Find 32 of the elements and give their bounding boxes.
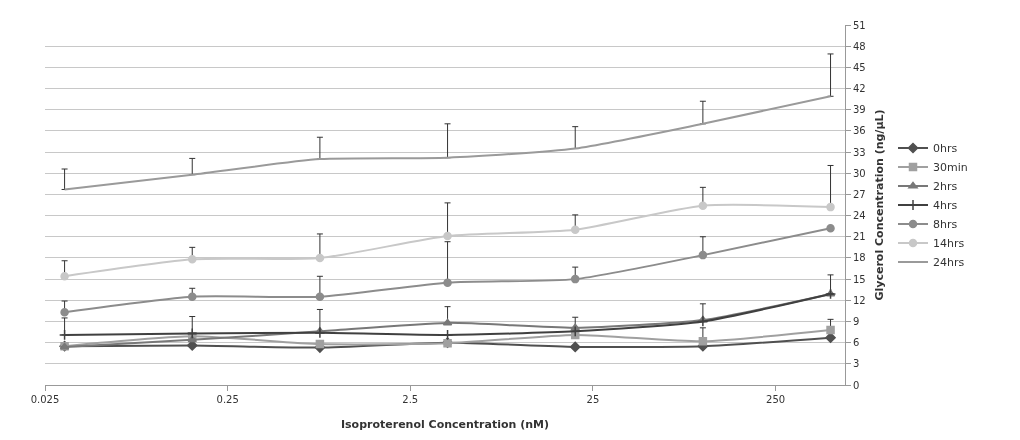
y-tick-label: 51 <box>853 19 866 31</box>
y-tick-label: 9 <box>853 315 860 327</box>
legend-label: 4hrs <box>933 199 958 213</box>
y-tick-label: 48 <box>853 40 866 52</box>
y-tick-label: 3 <box>853 358 860 370</box>
y-tick-label: 6 <box>853 337 860 349</box>
y-tick-label: 18 <box>853 252 866 264</box>
y-tick-label: 39 <box>853 104 866 116</box>
y-tick-label: 27 <box>853 188 866 200</box>
x-tick-label: 2.5 <box>402 394 419 405</box>
y-tick-label: 24 <box>853 210 866 222</box>
y-tick-label: 12 <box>853 294 866 306</box>
y-tick-label: 33 <box>853 146 866 158</box>
y-tick-label: 45 <box>853 61 866 73</box>
legend-label: 24hrs <box>933 256 965 270</box>
y-tick-label: 30 <box>853 167 866 179</box>
y-tick-label: 36 <box>853 125 866 137</box>
y-tick-label: 15 <box>853 273 866 285</box>
y-tick-label: 0 <box>853 379 860 391</box>
x-axis-title: Isoproterenol Concentration (nM) <box>340 418 550 431</box>
x-tick-label: 0.025 <box>30 394 60 405</box>
y-tick-label: 21 <box>853 231 866 243</box>
legend-label: 2hrs <box>933 180 958 194</box>
y-axis-title: Glycerol Concentration (ng/µL) <box>872 109 886 301</box>
legend-label: 14hrs <box>933 237 965 251</box>
x-tick-label: 250 <box>766 394 786 405</box>
x-tick-label: 0.25 <box>216 394 239 405</box>
legend-label: 8hrs <box>933 218 958 232</box>
legend-label: 30min <box>933 161 968 175</box>
x-tick-label: 25 <box>586 394 600 405</box>
y-tick-label: 42 <box>853 83 866 95</box>
legend-label: 0hrs <box>933 142 958 156</box>
